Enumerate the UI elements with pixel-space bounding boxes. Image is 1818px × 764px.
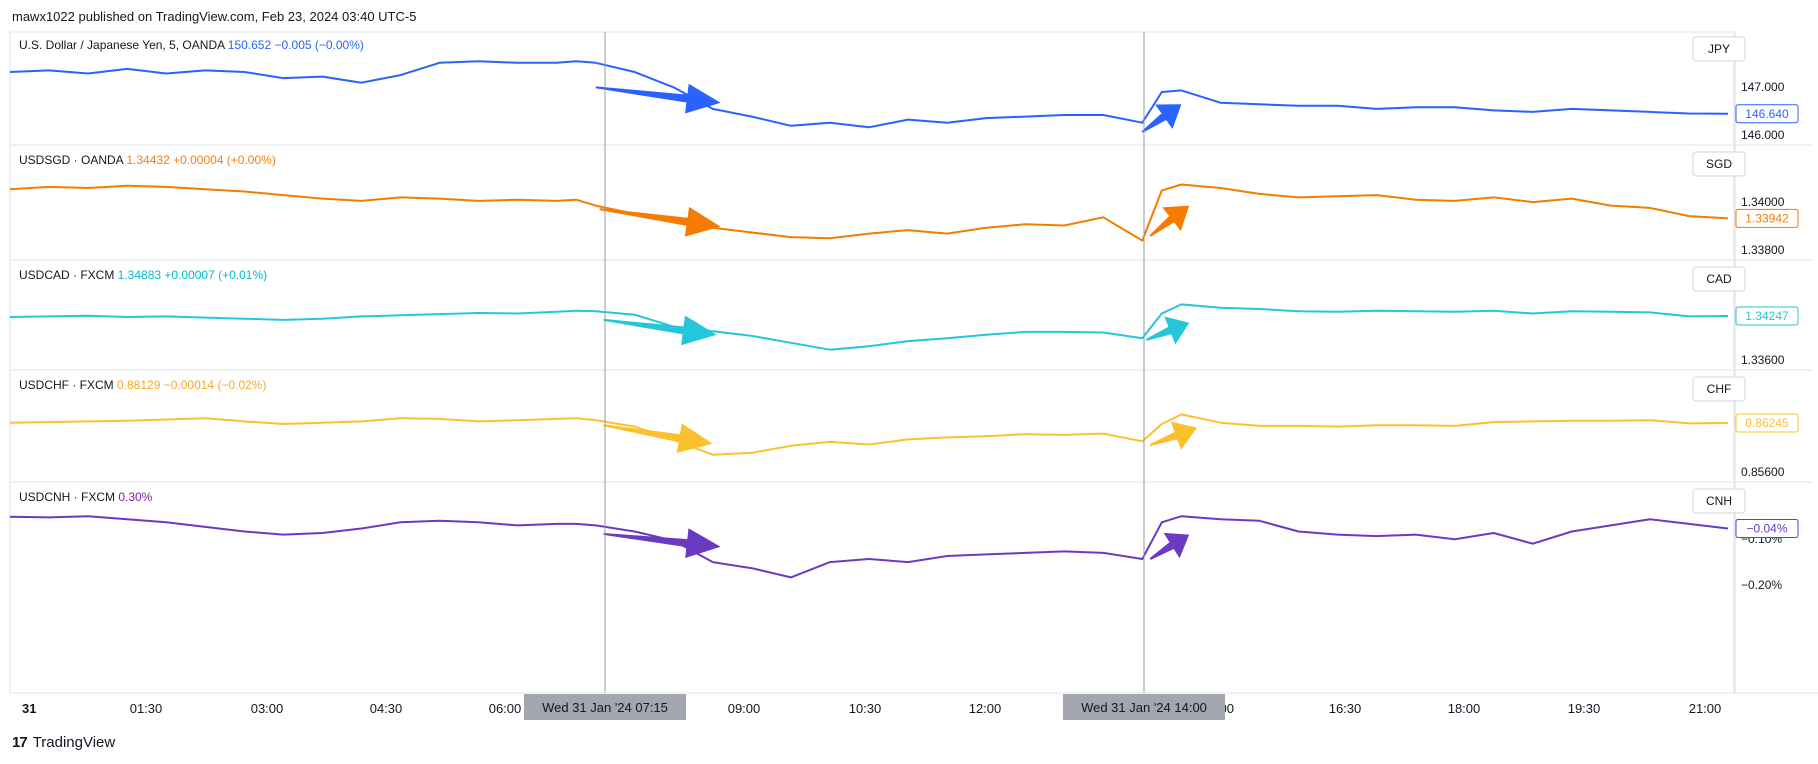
currency-badge[interactable]: [1692, 151, 1746, 177]
legend-change: +0.00004 (+0.00%): [173, 153, 276, 167]
pane-chf: USDCHF · FXCM 0.88129 −0.00014 (−0.02%) C…: [9, 369, 1812, 479]
legend-symbol: USDCAD · FXCM: [19, 268, 118, 282]
chart-frame: [9, 31, 1736, 694]
legend-chf: USDCHF · FXCM 0.88129 −0.00014 (−0.02%): [19, 378, 266, 392]
time-tick-label: 01:30: [130, 701, 163, 716]
legend-change: −0.00014 (−0.02%): [164, 378, 267, 392]
legend-symbol: USDCHF · FXCM: [19, 378, 117, 392]
y-tick-label: −0.20%: [1741, 578, 1782, 592]
legend-price: 150.652: [228, 38, 275, 52]
tradingview-logo-icon: 17: [12, 734, 28, 751]
trend-arrow-up-cnh: [1149, 532, 1190, 560]
time-tick-label: 03:00: [251, 701, 284, 716]
series-line-sgd: [9, 183, 1729, 242]
trend-arrow-down-sgd: [599, 206, 721, 237]
crosshair-time-label: Wed 31 Jan '24 14:00: [1081, 700, 1207, 715]
publish-header: mawx1022 published on TradingView.com, F…: [12, 9, 417, 24]
crosshair-time-label: Wed 31 Jan '24 07:15: [542, 700, 668, 715]
y-tick-label: 0.85600: [1741, 465, 1785, 479]
trend-arrow-up-cad: [1145, 316, 1190, 345]
last-value-box: [1735, 518, 1799, 538]
y-tick-label: 147.000: [1741, 80, 1785, 94]
last-value-box: [1735, 104, 1799, 124]
y-tick-label: 146.000: [1741, 128, 1785, 142]
legend-symbol: U.S. Dollar / Japanese Yen, 5, OANDA: [19, 38, 228, 52]
time-tick-label: 04:30: [370, 701, 403, 716]
trend-arrow-up-jpy: [1141, 104, 1182, 133]
brand-name: TradingView: [32, 734, 116, 751]
series-line-cad: [9, 303, 1729, 351]
last-value-box: [1735, 306, 1799, 326]
currency-badge-label: CHF: [1707, 382, 1732, 396]
currency-badge[interactable]: [1692, 36, 1746, 62]
series-line-jpy: [9, 60, 1729, 129]
pane-cad: USDCAD · FXCM 1.34883 +0.00007 (+0.01%) C…: [9, 259, 1812, 367]
legend-cad: USDCAD · FXCM 1.34883 +0.00007 (+0.01%): [19, 268, 267, 282]
currency-badge-label: SGD: [1706, 157, 1732, 171]
trend-arrow-down-chf: [603, 423, 713, 453]
legend-price: 1.34883: [118, 268, 165, 282]
legend-change: +0.00007 (+0.01%): [164, 268, 267, 282]
time-tick-label: 10:30: [849, 701, 882, 716]
series-line-chf: [9, 413, 1729, 456]
last-value-box: [1735, 208, 1799, 228]
legend-change: 0.30%: [118, 490, 152, 504]
last-value-label: −0.04%: [1746, 521, 1787, 535]
currency-badge[interactable]: [1692, 376, 1746, 402]
tradingview-brand[interactable]: 17 TradingView: [12, 734, 115, 751]
pane-jpy: U.S. Dollar / Japanese Yen, 5, OANDA 150…: [9, 36, 1799, 142]
currency-badge[interactable]: [1692, 266, 1746, 292]
trend-arrow-up-sgd: [1149, 205, 1190, 237]
crosshair-time-box: [1063, 694, 1225, 720]
time-tick-label: 12:00: [969, 701, 1002, 716]
time-tick-label: 21:00: [1689, 701, 1722, 716]
currency-badge-label: JPY: [1708, 42, 1730, 56]
legend-price: 1.34432: [126, 153, 173, 167]
trend-arrow-down-jpy: [595, 83, 721, 114]
trend-arrow-down-cad: [603, 315, 717, 346]
trend-arrow-down-cnh: [603, 528, 721, 558]
legend-change: −0.005 (−0.00%): [275, 38, 364, 52]
last-value-label: 1.33942: [1745, 211, 1789, 225]
legend-sgd: USDSGD · OANDA 1.34432 +0.00004 (+0.00%): [19, 153, 276, 167]
legend-jpy: U.S. Dollar / Japanese Yen, 5, OANDA 150…: [19, 38, 364, 52]
last-value-box: [1735, 413, 1799, 433]
crosshair-time-box: [524, 694, 686, 720]
y-tick-label: 1.33600: [1741, 353, 1785, 367]
time-tick-label: 16:30: [1329, 701, 1362, 716]
trend-arrow-up-chf: [1149, 421, 1197, 450]
legend-price: 0.88129: [117, 378, 164, 392]
pane-cnh: USDCNH · FXCM 0.30% CNH−0.10%−0.20%−0.04%: [9, 481, 1812, 592]
currency-badge-label: CNH: [1706, 494, 1732, 508]
currency-badge[interactable]: [1692, 488, 1746, 514]
currency-badge-label: CAD: [1706, 272, 1732, 286]
time-tick-label: 06:00: [489, 701, 522, 716]
last-value-label: 1.34247: [1745, 309, 1789, 323]
y-tick-label: 1.33800: [1741, 243, 1785, 257]
time-tick-label: 18:00: [1448, 701, 1481, 716]
series-line-cnh: [9, 515, 1729, 579]
y-tick-label: 1.34000: [1741, 195, 1785, 209]
legend-symbol: USDCNH · FXCM: [19, 490, 118, 504]
legend-cnh: USDCNH · FXCM 0.30%: [19, 490, 153, 504]
pane-sgd: USDSGD · OANDA 1.34432 +0.00004 (+0.00%)…: [9, 144, 1812, 257]
time-tick-label: 19:30: [1568, 701, 1601, 716]
last-value-label: 146.640: [1745, 107, 1789, 121]
time-tick-label: 09:00: [728, 701, 761, 716]
legend-symbol: USDSGD · OANDA: [19, 153, 126, 167]
last-value-label: 0.86245: [1745, 416, 1789, 430]
time-tick-label: 31: [22, 701, 36, 716]
